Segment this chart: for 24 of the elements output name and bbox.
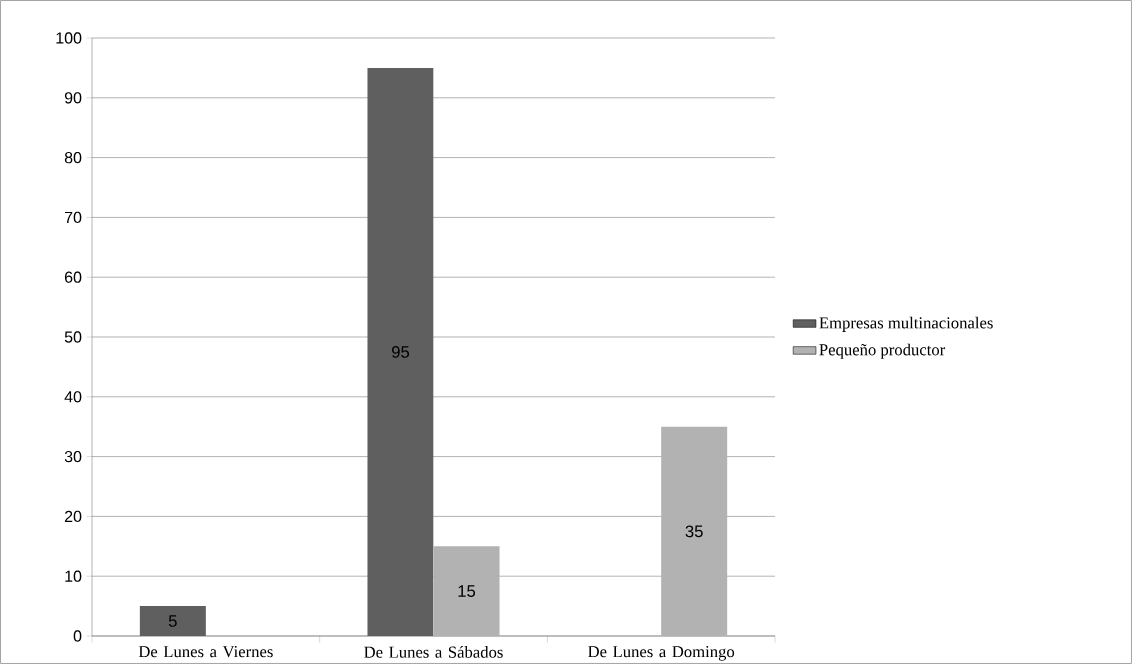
x-tick-label: De Lunes a Sábados	[364, 645, 503, 658]
data-label: 5	[168, 615, 177, 627]
bar	[367, 67, 434, 636]
legend-label: Pequeño productor	[819, 343, 946, 359]
y-tick-label: 90	[64, 92, 82, 104]
data-label: 95	[392, 346, 410, 358]
data-label: 15	[458, 585, 476, 597]
y-tick-label: 100	[56, 32, 82, 44]
x-tick-label: De Lunes a Viernes	[138, 645, 273, 658]
y-tick-label: 40	[64, 391, 82, 403]
legend-label: Empresas multinacionales	[819, 316, 993, 332]
y-tick-label: 60	[64, 271, 82, 283]
y-tick-label: 50	[64, 331, 82, 343]
bar	[139, 606, 206, 636]
x-tick-label: De Lunes a Domingo	[588, 645, 735, 661]
y-tick-label: 30	[64, 450, 82, 463]
y-tick-label: 10	[65, 570, 82, 582]
y-tick-label: 80	[64, 151, 82, 164]
bar	[661, 426, 728, 636]
bar	[433, 546, 500, 636]
y-tick-label: 70	[64, 211, 82, 223]
data-label: 35	[685, 525, 703, 538]
y-tick-label: 0	[73, 630, 82, 642]
y-tick-label: 20	[64, 510, 82, 522]
